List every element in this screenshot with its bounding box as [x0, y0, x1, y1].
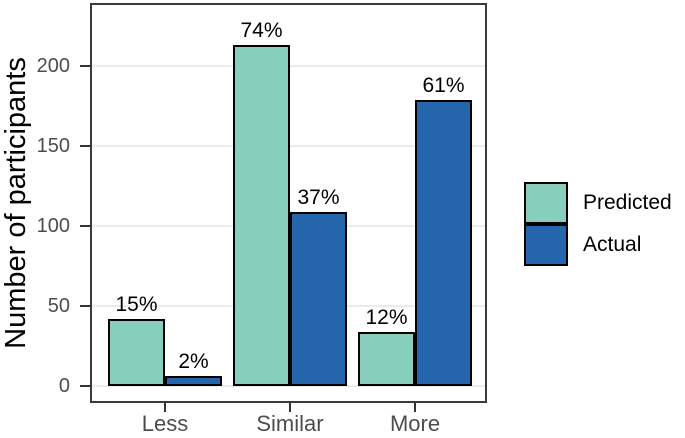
- y-tick: [80, 225, 90, 227]
- bar-label-predicted-more: 12%: [365, 305, 408, 329]
- y-tick: [80, 65, 90, 67]
- bar-label-predicted-less: 15%: [115, 292, 158, 316]
- legend: Predicted Actual: [524, 182, 672, 266]
- y-tick: [80, 385, 90, 387]
- bar-predicted-less: [108, 318, 165, 386]
- x-tick: [414, 403, 416, 412]
- legend-item-actual: Actual: [524, 224, 672, 266]
- x-tick: [289, 403, 291, 412]
- bar-predicted-more: [358, 331, 415, 386]
- x-tick-label-similar: Similar: [256, 411, 324, 436]
- bar-label-actual-similar: 37%: [297, 185, 340, 209]
- y-tick-label: 100: [36, 215, 70, 237]
- y-tick-label: 200: [36, 55, 70, 77]
- bar-actual-less: [165, 376, 222, 386]
- x-tick: [164, 403, 166, 412]
- bar-label-actual-more: 61%: [422, 73, 465, 97]
- legend-item-predicted: Predicted: [524, 182, 672, 224]
- legend-label-actual: Actual: [583, 233, 642, 256]
- y-tick-label: 150: [36, 135, 70, 157]
- legend-swatch-actual: [524, 224, 568, 266]
- bar-actual-similar: [290, 211, 347, 386]
- bar-actual-more: [415, 99, 472, 386]
- gridline: [92, 385, 485, 387]
- legend-label-predicted: Predicted: [583, 191, 672, 214]
- bar-label-actual-less: 2%: [178, 350, 209, 374]
- legend-swatch-predicted: [524, 182, 568, 224]
- y-tick: [80, 305, 90, 307]
- y-tick-label: 50: [47, 295, 70, 317]
- x-tick-label-more: More: [389, 411, 441, 436]
- x-tick-label-less: Less: [141, 411, 189, 436]
- y-tick: [80, 145, 90, 147]
- bar-predicted-similar: [233, 45, 290, 386]
- bar-label-predicted-similar: 74%: [240, 19, 283, 43]
- y-tick-label: 0: [58, 375, 70, 397]
